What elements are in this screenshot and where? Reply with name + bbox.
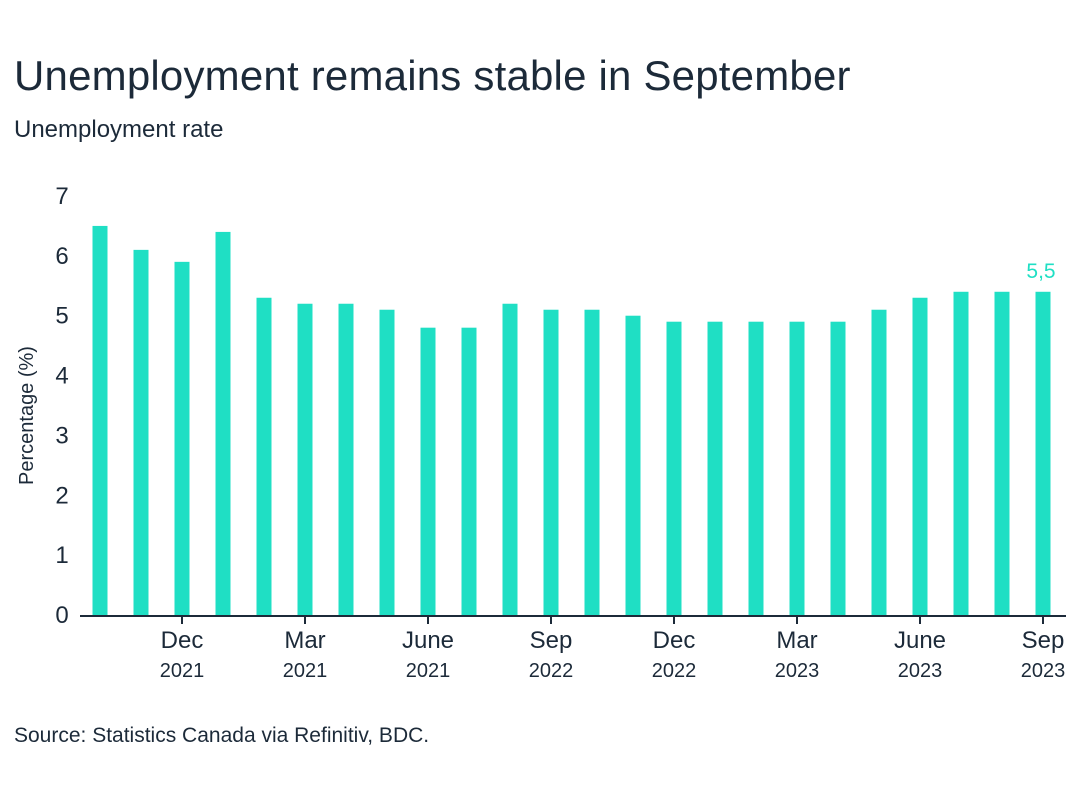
bar — [1035, 291, 1051, 615]
y-axis-title: Percentage (%) — [16, 346, 38, 485]
y-tick-label: 4 — [55, 363, 68, 390]
x-tick-label-month: Sep — [530, 627, 573, 654]
x-tick-label-month: June — [402, 627, 454, 654]
data-label: 5,5 — [1026, 260, 1055, 283]
x-tick-label-year: 2023 — [1021, 660, 1066, 682]
x-tick-label-month: June — [894, 627, 946, 654]
x-tick-label-month: Dec — [161, 627, 204, 654]
y-tick-label: 1 — [55, 542, 68, 569]
x-tick-label-year: 2022 — [529, 660, 574, 682]
y-tick-label: 3 — [55, 422, 68, 449]
bar — [748, 321, 764, 615]
bar — [133, 249, 149, 615]
bar — [543, 309, 559, 615]
x-tick-label-year: 2022 — [652, 660, 697, 682]
bar — [256, 297, 272, 615]
source-note: Source: Statistics Canada via Refinitiv,… — [14, 724, 430, 747]
bar — [953, 291, 969, 615]
bar — [92, 225, 108, 615]
bar — [584, 309, 600, 615]
x-tick-label-year: 2023 — [898, 660, 943, 682]
y-tick-label: 7 — [55, 183, 68, 210]
bar — [912, 297, 928, 615]
bar — [871, 309, 887, 615]
bar — [338, 303, 354, 615]
bar — [420, 327, 436, 615]
y-tick-label: 2 — [55, 482, 68, 509]
x-tick-label-month: Dec — [653, 627, 696, 654]
x-tick-label-month: Sep — [1022, 627, 1065, 654]
x-tick-label-year: 2021 — [406, 660, 451, 682]
bar — [502, 303, 518, 615]
y-tick-label: 6 — [55, 243, 68, 270]
bar — [707, 321, 723, 615]
x-tick-label-year: 2023 — [775, 660, 820, 682]
x-tick-label-month: Mar — [284, 627, 325, 654]
y-tick-label: 0 — [55, 602, 68, 629]
bar — [789, 321, 805, 615]
bar — [379, 309, 395, 615]
bar — [297, 303, 313, 615]
bar — [174, 261, 190, 615]
x-tick-label-year: 2021 — [160, 660, 205, 682]
bar — [830, 321, 846, 615]
bar — [461, 327, 477, 615]
bar — [994, 291, 1010, 615]
bar — [625, 315, 641, 615]
x-tick-label-year: 2021 — [283, 660, 328, 682]
chart-subtitle: Unemployment rate — [14, 116, 224, 143]
y-tick-label: 5 — [55, 303, 68, 330]
bar — [215, 231, 231, 615]
chart-title: Unemployment remains stable in September — [14, 52, 851, 99]
bar — [666, 321, 682, 615]
x-tick-label-month: Mar — [776, 627, 817, 654]
